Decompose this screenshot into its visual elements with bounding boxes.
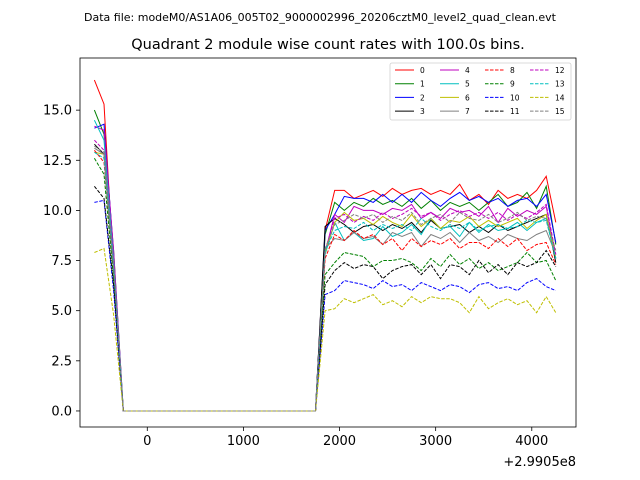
x-tick-label: 1000 — [227, 434, 260, 449]
series-line-9 — [93, 158, 557, 412]
legend-label-15: 15 — [555, 107, 565, 116]
legend-label-8: 8 — [510, 66, 515, 75]
x-offset-label: +2.9905e8 — [503, 455, 576, 470]
legend-label-1: 1 — [420, 80, 425, 89]
legend-label-6: 6 — [465, 93, 470, 102]
legend-label-10: 10 — [510, 93, 520, 102]
legend-label-14: 14 — [555, 93, 565, 102]
legend-label-0: 0 — [420, 66, 425, 75]
series-line-10 — [94, 199, 556, 412]
y-tick-label: 15.0 — [43, 104, 72, 119]
axes: 0 1000 2000 3000 4000 0.0 2.5 5.0 7.5 10.0 12.5 15.… — [43, 57, 577, 449]
x-tick-label: 3000 — [419, 434, 452, 449]
series-line-12 — [94, 139, 557, 412]
y-tick-label: 10.0 — [43, 204, 72, 219]
series-line-14 — [94, 247, 557, 412]
x-tick-label: 2000 — [323, 434, 356, 449]
series-line-0 — [93, 79, 557, 412]
legend-label-5: 5 — [465, 80, 470, 89]
series-line-4 — [94, 125, 557, 412]
legend-box — [389, 62, 572, 121]
x-tick-label: 4000 — [515, 434, 548, 449]
legend-label-9: 9 — [510, 80, 515, 89]
series-line-2 — [94, 123, 557, 412]
y-tick-label: 7.5 — [51, 254, 72, 269]
legend-label-2: 2 — [420, 93, 425, 102]
x-tick-label: 0 — [143, 434, 151, 449]
legend-label-4: 4 — [465, 66, 470, 75]
y-tick-label: 0.0 — [51, 404, 72, 419]
y-tick-label: 2.5 — [51, 354, 72, 369]
series-line-15 — [94, 145, 557, 412]
y-tick-label: 5.0 — [51, 304, 72, 319]
chart-title: Quadrant 2 module wise count rates with … — [131, 37, 525, 53]
data-file-label: Data file: modeM0/AS1A06_005T02_90000029… — [84, 11, 557, 24]
series-line-8 — [94, 149, 557, 412]
legend-label-13: 13 — [555, 80, 565, 89]
legend-label-3: 3 — [420, 107, 425, 116]
plot-lines — [93, 79, 557, 412]
y-tick-label: 12.5 — [43, 154, 72, 169]
legend-label-11: 11 — [510, 107, 520, 116]
legend-label-7: 7 — [465, 107, 470, 116]
legend-label-12: 12 — [555, 66, 565, 75]
plot-frame — [79, 57, 577, 428]
